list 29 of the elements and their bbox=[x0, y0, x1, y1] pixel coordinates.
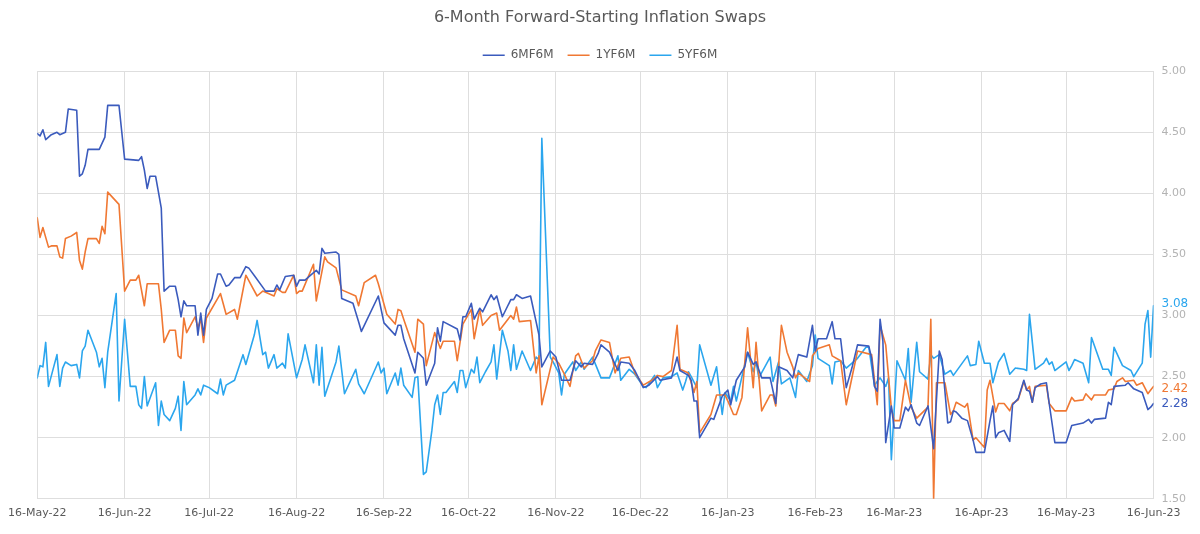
legend-label: 1YF6M bbox=[595, 47, 636, 62]
y-tick-label: 5.00 bbox=[1161, 64, 1187, 78]
annotation: 2.28 bbox=[1161, 395, 1189, 410]
x-tick-label: 16-Sep-22 bbox=[355, 506, 413, 520]
chart-title: 6-Month Forward-Starting Inflation Swaps bbox=[433, 6, 767, 26]
y-tick-label: 2.00 bbox=[1161, 430, 1187, 444]
x-tick-label: 16-Dec-22 bbox=[611, 506, 670, 520]
legend-label: 5YF6M bbox=[677, 47, 718, 62]
x-tick-label: 16-Apr-23 bbox=[954, 506, 1009, 520]
x-tick-label: 16-Aug-22 bbox=[267, 506, 326, 520]
x-tick-label: 16-Mar-23 bbox=[866, 506, 923, 520]
x-tick-label: 16-Jun-22 bbox=[97, 506, 152, 520]
x-tick-label: 16-May-23 bbox=[1036, 506, 1096, 520]
x-tick-label: 16-Jan-23 bbox=[701, 506, 755, 520]
annotation: 3.08 bbox=[1161, 295, 1189, 310]
y-tick-label: 4.50 bbox=[1161, 125, 1187, 139]
x-tick-label: 16-Jun-23 bbox=[1126, 506, 1181, 520]
x-tick-label: 16-May-22 bbox=[8, 506, 67, 520]
x-tick-label: 16-Jul-22 bbox=[184, 506, 235, 520]
x-tick-label: 16-Oct-22 bbox=[440, 506, 497, 520]
y-tick-label: 3.00 bbox=[1161, 308, 1187, 322]
legend-label: 6MF6M bbox=[510, 47, 554, 62]
annotation: 2.42 bbox=[1161, 380, 1189, 395]
y-tick-label: 3.50 bbox=[1161, 247, 1187, 261]
y-tick-label: 1.50 bbox=[1161, 491, 1187, 505]
y-tick-label: 4.00 bbox=[1161, 186, 1187, 200]
x-tick-label: 16-Feb-23 bbox=[787, 506, 843, 520]
x-tick-label: 16-Nov-22 bbox=[527, 506, 585, 520]
y-tick-label: 2.50 bbox=[1161, 369, 1187, 383]
